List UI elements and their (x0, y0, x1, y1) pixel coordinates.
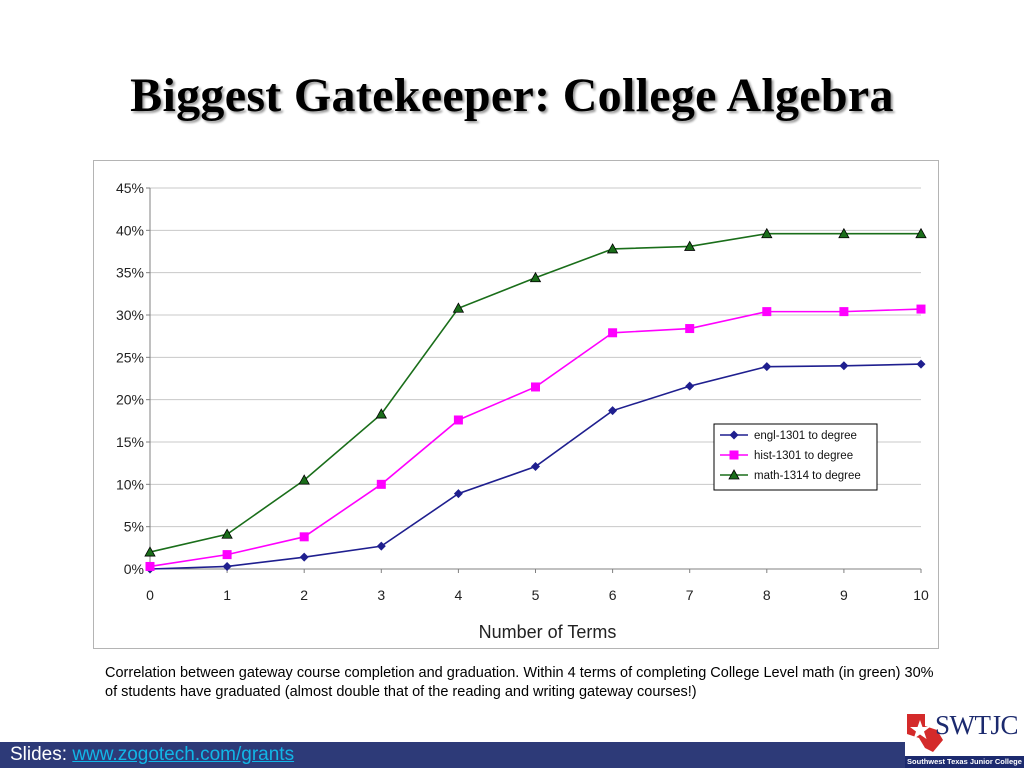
data-point-engl-1301 (376, 541, 386, 551)
data-point-engl-1301 (839, 361, 849, 371)
data-point-math-1314 (606, 243, 619, 254)
data-point-hist-1301 (453, 415, 463, 425)
y-tick-label: 0% (124, 561, 144, 577)
swtjc-logo: SWTJC Southwest Texas Junior College (905, 706, 1024, 768)
slide-title: Biggest Gatekeeper: College Algebra (130, 69, 894, 122)
data-point-engl-1301 (608, 406, 618, 416)
x-tick-label: 6 (609, 587, 617, 603)
data-point-math-1314 (761, 227, 773, 239)
logo-text: SWTJC (935, 710, 1019, 740)
x-tick-label: 5 (532, 587, 540, 603)
data-point-hist-1301 (608, 328, 618, 338)
data-point-hist-1301 (685, 324, 695, 334)
data-point-hist-1301 (531, 382, 540, 392)
data-point-hist-1301 (762, 307, 772, 317)
y-tick-label: 45% (116, 180, 144, 196)
legend-label: engl-1301 to degree (754, 430, 857, 442)
data-point-math-1314 (375, 408, 387, 419)
x-tick-label: 9 (840, 587, 848, 603)
x-tick-label: 10 (913, 587, 929, 603)
texas-star-icon (907, 714, 943, 752)
data-point-math-1314 (529, 271, 542, 283)
data-point-engl-1301 (762, 362, 772, 372)
y-tick-label: 15% (116, 434, 144, 450)
data-point-engl-1301 (299, 552, 309, 562)
data-point-hist-1301 (839, 307, 849, 317)
y-tick-label: 40% (116, 222, 144, 238)
y-tick-label: 5% (124, 519, 144, 535)
x-tick-label: 2 (300, 587, 308, 603)
data-point-engl-1301 (222, 561, 232, 571)
data-point-math-1314 (221, 528, 233, 539)
data-point-math-1314 (298, 474, 310, 485)
y-tick-label: 10% (116, 476, 144, 492)
data-point-hist-1301 (299, 532, 309, 542)
x-axis-title: Number of Terms (479, 622, 617, 642)
legend-swatch-marker (728, 469, 740, 480)
data-point-hist-1301 (222, 550, 232, 560)
x-tick-label: 4 (455, 587, 463, 603)
y-tick-label: 25% (116, 349, 144, 365)
legend-swatch-marker (729, 430, 739, 440)
data-point-math-1314 (915, 227, 927, 239)
logo-subtext: Southwest Texas Junior College (907, 757, 1022, 766)
logo-band (905, 756, 1024, 768)
data-point-engl-1301 (916, 359, 926, 369)
chart-svg: 0% 5% 10% 15% 20% 25% 30% 35% 40% 45% 0 1 2 3 4 5 6 7 8 9 10… (116, 180, 929, 642)
y-tick-label: 30% (116, 307, 144, 323)
x-tick-label: 3 (377, 587, 385, 603)
x-tick-label: 1 (223, 587, 231, 603)
data-point-engl-1301 (531, 462, 540, 472)
data-point-hist-1301 (376, 479, 386, 489)
footer: Slides: www.zogotech.com/grants (10, 743, 294, 767)
footer-label: Slides: (10, 744, 73, 765)
x-tick-label: 8 (763, 587, 771, 603)
data-point-math-1314 (684, 240, 696, 251)
x-tick-label: 7 (686, 587, 694, 603)
data-point-engl-1301 (453, 489, 463, 499)
legend-swatch-marker (729, 450, 739, 460)
x-tick-label: 0 (146, 587, 154, 603)
data-point-engl-1301 (685, 381, 695, 391)
y-tick-label: 20% (116, 392, 144, 408)
data-point-math-1314 (838, 227, 850, 239)
footer-bar (0, 742, 1024, 768)
legend-label: hist-1301 to degree (754, 450, 853, 462)
data-point-hist-1301 (145, 561, 155, 571)
data-point-math-1314 (452, 302, 465, 313)
data-point-hist-1301 (916, 304, 926, 314)
footer-link[interactable]: www.zogotech.com/grants (72, 744, 295, 765)
legend-label: math-1314 to degree (754, 470, 861, 482)
y-tick-label: 35% (116, 265, 144, 281)
data-point-math-1314 (144, 546, 156, 557)
line-chart: 0% 5% 10% 15% 20% 25% 30% 35% 40% 45% 0 1 2 3 4 5 6 7 8 9 10… (93, 160, 939, 649)
chart-caption: Correlation between gateway course compl… (105, 665, 934, 700)
